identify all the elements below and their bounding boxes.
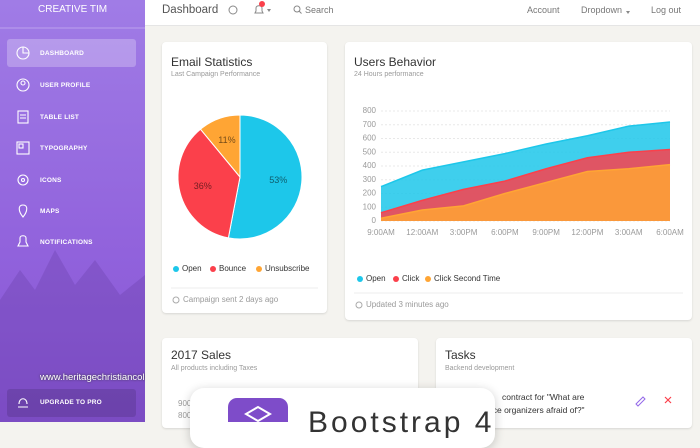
nav-item[interactable]: ICONS [40,177,62,184]
email-card: Email Statistics Last Campaign Performan… [162,42,327,313]
y-tick-label: 700 [363,120,377,129]
nav-link[interactable]: Log out [651,5,682,15]
search-icon [298,10,302,14]
card-subtitle: All products including Taxes [171,365,258,372]
pie-slice [177,128,241,239]
nav-item[interactable]: DASHBOARD [40,50,85,57]
x-tick-label: 6:00PM [491,228,519,237]
legend-label: Open [182,264,202,273]
delete-icon[interactable] [664,396,672,404]
card-subtitle: 24 Hours performance [354,71,424,78]
y-tick-label: 800 [363,106,377,115]
search[interactable]: Search [305,5,334,15]
clock-icon [355,301,363,309]
legend-swatch [256,266,262,272]
line [380,163,671,219]
x-tick-label: 3:00PM [450,228,478,237]
legend-label: Click [402,274,420,283]
card-title: Email Statistics [171,55,253,69]
active-highlight [7,39,136,67]
pie-chart: 53% 36% 11% Open Bounce Unsubscribe Campaign s… [171,114,318,304]
legend-label: Unsubscribe [265,264,310,273]
task-icons [635,396,672,407]
nav-item[interactable]: MAPS [40,208,60,215]
popup-title: Bootstrap 4 [308,406,495,439]
x-tick-label: 6:00AM [656,228,684,237]
x-tick-label: 12:00AM [406,228,438,237]
legend-swatch [173,266,179,272]
y-tick-label: 0 [372,216,377,225]
card-subtitle: Backend development [445,365,515,372]
users-card: Users Behavior 24 Hours performance 0 100… [345,42,692,320]
badge [259,1,265,7]
bell-icon[interactable] [254,5,264,14]
legend-swatch [210,266,216,272]
card-footer: Updated 3 minutes ago [366,300,449,309]
navbar-icons [228,1,630,15]
caret [267,9,271,12]
pie-slice [199,114,241,179]
upgrade-button[interactable]: UPGRADE TO PRO [40,399,102,406]
area-chart: 0 100 200 300 400 500 600 700 800 9:00AM 12:00AM 3:… [354,106,684,309]
sidebar: CREATIVE TIM DASHBOARD USER PROFILE TABL… [0,0,145,422]
card-title: Tasks [445,348,476,362]
app-icon [228,398,288,422]
legend-swatch [357,276,363,282]
nav-item[interactable]: TABLE LIST [40,114,80,121]
popup-icon [228,398,288,422]
forest-silhouette [0,250,145,422]
clock-icon [172,296,180,304]
sidebar-icons [7,46,136,417]
y-tick-label: 600 [363,134,377,143]
x-tick-label: 9:00AM [367,228,395,237]
legend-swatch [393,276,399,282]
nav-item[interactable]: TYPOGRAPHY [40,145,88,152]
pie-slice [227,114,303,240]
y-tick-label: 900 [178,399,192,408]
y-tick-label: 300 [363,175,377,184]
card-title: 2017 Sales [171,348,232,362]
line [380,148,671,214]
y-tick-label: 500 [363,147,377,156]
value-label: 53% [269,175,287,185]
task-text: nce organizers afraid of?" [488,405,585,415]
edit-icon[interactable] [635,396,646,407]
navbar-title: Dashboard [162,4,219,16]
value-label: 11% [218,135,235,145]
sidebar-art [0,27,145,422]
legend-label: Bounce [219,264,247,273]
y-tick-label: 400 [363,161,377,170]
card-title: Users Behavior [354,55,437,69]
legend-label: Open [366,274,386,283]
search-icon[interactable] [293,5,301,13]
nav-item[interactable]: NOTIFICATIONS [40,239,93,246]
x-tick-label: 12:00PM [571,228,603,237]
navbar: Dashboard Search Account Dropdown Log ou… [145,0,700,26]
app-glyph [244,405,272,422]
line [380,121,671,188]
x-tick-label: 3:00AM [615,228,643,237]
y-tick-label: 100 [363,202,377,211]
task-text: contract for "What are [502,392,585,402]
nav-item[interactable]: USER PROFILE [40,82,91,89]
nav-link[interactable]: Dropdown [581,5,623,15]
nav-link[interactable]: Account [527,5,560,15]
popup: Bootstrap 4 [190,388,495,448]
globe-icon[interactable] [228,5,238,15]
x-tick-label: 9:00PM [532,228,560,237]
y-tick-label: 800 [178,411,192,420]
card-subtitle: Last Campaign Performance [171,71,261,78]
caret [626,11,630,14]
brand: CREATIVE TIM [38,4,108,15]
legend-label: Click Second Time [434,274,501,283]
y-tick-label: 200 [363,189,377,198]
legend-swatch [425,276,431,282]
value-label: 36% [194,181,212,191]
card-footer: Campaign sent 2 days ago [183,295,279,304]
watermark: www.heritagechristiancollege.com [40,372,145,383]
